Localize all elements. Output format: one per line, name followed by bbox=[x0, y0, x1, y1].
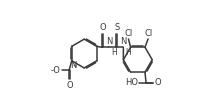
Text: N: N bbox=[70, 61, 77, 70]
Text: Cl: Cl bbox=[124, 29, 133, 38]
Text: H: H bbox=[125, 48, 131, 57]
Text: HO: HO bbox=[125, 78, 138, 87]
Text: Cl: Cl bbox=[144, 29, 153, 38]
Text: N: N bbox=[106, 37, 113, 46]
Text: N: N bbox=[120, 37, 127, 46]
Text: -O: -O bbox=[51, 66, 61, 75]
Text: +: + bbox=[72, 63, 76, 68]
Text: O: O bbox=[66, 81, 73, 90]
Text: O: O bbox=[100, 23, 106, 32]
Text: H: H bbox=[111, 48, 117, 57]
Text: O: O bbox=[155, 78, 161, 87]
Text: S: S bbox=[114, 23, 119, 32]
